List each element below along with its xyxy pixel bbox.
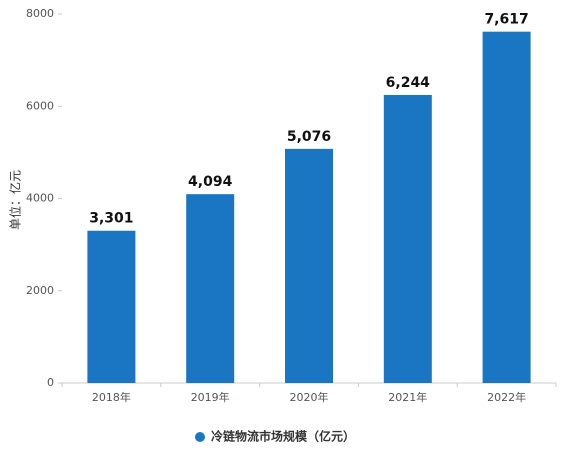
x-tick-label: 2018年 — [92, 390, 131, 404]
legend-label: 冷链物流市场规模（亿元） — [211, 429, 355, 444]
value-label: 5,076 — [287, 129, 331, 145]
x-tick-label: 2019年 — [191, 390, 230, 404]
value-label: 7,617 — [484, 12, 528, 28]
y-tick-label: 8000 — [26, 7, 54, 20]
y-axis-label: 单位：亿元 — [8, 170, 23, 230]
legend-marker — [195, 432, 205, 442]
x-tick-label: 2022年 — [487, 390, 526, 404]
y-tick-label: 6000 — [26, 99, 54, 112]
x-tick-label: 2020年 — [290, 390, 329, 404]
bar — [383, 94, 432, 384]
bar — [482, 31, 531, 384]
y-tick-label: 2000 — [26, 284, 54, 297]
value-label: 4,094 — [188, 174, 233, 190]
bar — [87, 230, 136, 383]
x-tick-label: 2021年 — [388, 390, 427, 404]
value-label: 3,301 — [89, 211, 133, 227]
y-tick-label: 4000 — [26, 192, 54, 205]
value-label: 6,244 — [386, 75, 431, 91]
bar — [285, 148, 333, 383]
y-tick-label: 0 — [47, 376, 54, 389]
bar — [186, 194, 235, 383]
